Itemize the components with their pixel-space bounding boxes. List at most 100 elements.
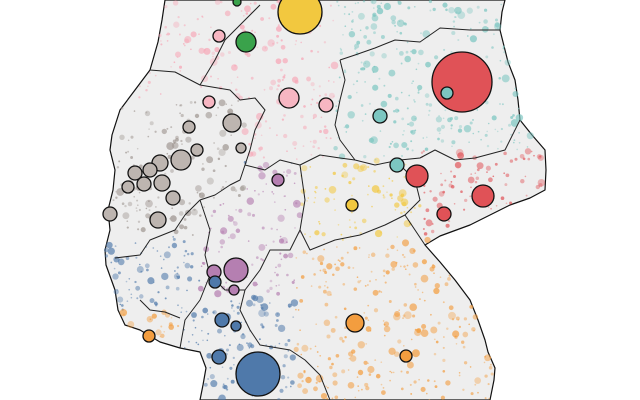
town-dot: [388, 145, 391, 149]
town-dot: [411, 349, 420, 358]
town-dot: [155, 304, 158, 307]
town-dot: [442, 369, 446, 373]
town-dot: [210, 380, 218, 388]
town-dot: [218, 250, 220, 253]
town-dot: [224, 10, 231, 17]
town-dot: [469, 366, 472, 368]
town-dot: [310, 285, 313, 287]
city-bubble: [278, 87, 300, 109]
town-dot: [163, 251, 171, 259]
town-dot: [334, 263, 336, 266]
town-dot: [263, 311, 269, 317]
town-dot: [239, 24, 245, 30]
town-dot: [454, 116, 459, 121]
town-dot: [401, 239, 410, 247]
town-dot: [261, 45, 268, 52]
town-dot: [280, 39, 283, 42]
town-dot: [457, 128, 463, 133]
town-dot: [171, 142, 179, 149]
town-dot: [306, 200, 308, 202]
town-dot: [126, 226, 129, 229]
town-dot: [524, 175, 527, 178]
town-dot: [365, 343, 368, 345]
town-dot: [442, 346, 445, 349]
town-dot: [154, 130, 157, 133]
town-dot: [315, 374, 324, 383]
town-dot: [488, 177, 493, 183]
town-dot: [383, 323, 386, 326]
town-dot: [339, 336, 343, 341]
town-dot: [409, 303, 418, 312]
town-dot: [248, 142, 252, 146]
town-dot: [293, 171, 297, 175]
town-dot: [309, 166, 312, 168]
town-dot: [450, 127, 453, 130]
town-dot: [236, 311, 240, 315]
town-dot: [225, 281, 228, 284]
town-dot: [181, 143, 183, 145]
city-bubble: [399, 349, 413, 363]
town-dot: [221, 366, 224, 369]
town-dot: [244, 52, 248, 56]
town-dot: [370, 136, 378, 144]
town-dot: [342, 162, 348, 168]
town-dot: [458, 372, 461, 374]
town-dot: [216, 147, 220, 151]
town-dot: [246, 299, 253, 307]
town-dot: [424, 93, 430, 98]
town-dot: [417, 84, 423, 91]
town-dot: [352, 177, 356, 181]
town-dot: [319, 261, 324, 266]
town-dot: [176, 324, 180, 328]
town-dot: [199, 214, 202, 217]
town-dot: [333, 198, 336, 200]
town-dot: [474, 377, 482, 384]
town-dot: [284, 208, 287, 211]
town-dot: [247, 342, 253, 348]
town-dot: [420, 151, 424, 154]
town-dot: [359, 29, 362, 32]
town-dot: [323, 41, 327, 44]
town-dot: [275, 312, 280, 317]
town-dot: [332, 81, 335, 83]
town-dot: [294, 227, 296, 229]
town-dot: [429, 9, 432, 12]
town-dot: [238, 302, 241, 305]
town-dot: [270, 227, 273, 230]
town-dot: [272, 169, 278, 175]
town-dot: [295, 308, 297, 311]
town-dot: [277, 214, 285, 222]
town-dot: [116, 289, 119, 291]
town-dot: [230, 82, 233, 84]
town-dot: [328, 186, 337, 194]
town-dot: [207, 378, 210, 380]
town-dot: [344, 69, 346, 72]
town-dot: [393, 351, 400, 357]
town-dot: [203, 206, 206, 208]
town-dot: [444, 109, 447, 112]
town-dot: [190, 31, 197, 38]
town-dot: [413, 100, 416, 103]
town-dot: [314, 345, 317, 348]
town-dot: [500, 127, 504, 131]
town-dot: [371, 185, 380, 193]
town-dot: [218, 99, 226, 107]
town-dot: [457, 11, 466, 19]
town-dot: [380, 2, 383, 5]
town-dot: [210, 75, 212, 78]
town-dot: [339, 51, 344, 55]
town-dot: [418, 298, 421, 301]
town-dot: [351, 194, 353, 197]
town-dot: [379, 231, 383, 234]
town-dot: [454, 335, 457, 338]
town-dot: [440, 139, 445, 143]
town-dot: [401, 141, 408, 149]
town-dot: [370, 0, 377, 5]
town-dot: [207, 332, 210, 335]
town-dot: [147, 135, 150, 138]
city-bubble: [202, 95, 216, 109]
town-dot: [335, 353, 340, 358]
town-dot: [160, 325, 163, 328]
town-dot: [472, 132, 475, 135]
town-dot: [314, 197, 317, 199]
